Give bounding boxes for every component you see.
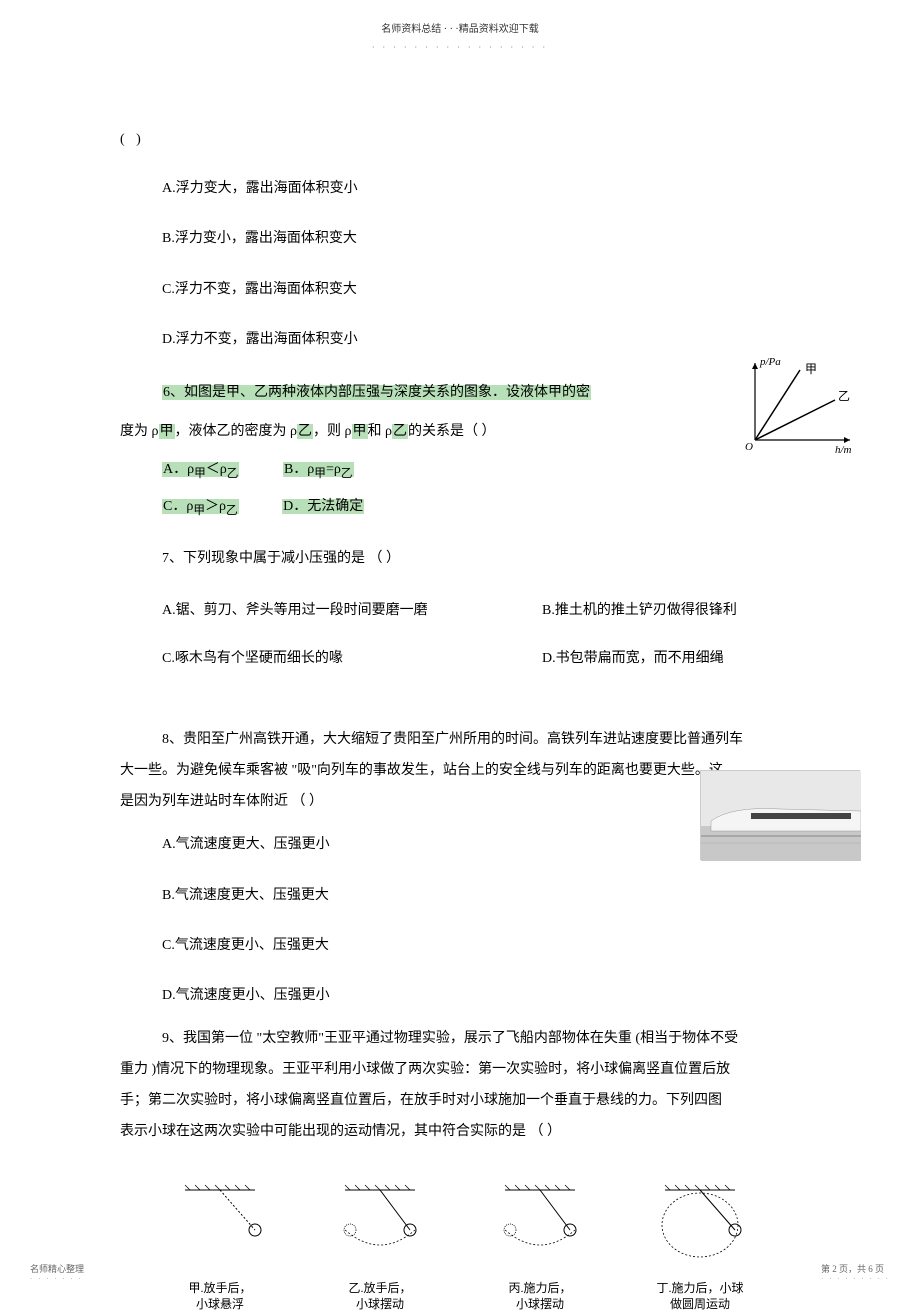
q8-option-d: D.气流速度更小、压强更小 xyxy=(162,985,800,1007)
q7-option-b: B.推土机的推土铲刃做得很锋利 xyxy=(542,599,800,619)
pendulum-4-svg xyxy=(635,1175,765,1275)
q6b-mid: =ρ xyxy=(326,462,341,477)
chart-line2-label: 乙 xyxy=(838,389,850,403)
footer-right-dots: · · · · · · · · · xyxy=(821,1275,890,1283)
q6b-s1: 甲 xyxy=(314,467,326,480)
q6a-s1: 甲 xyxy=(194,467,206,480)
pendulum-1-label: 甲.放手后， 小球悬浮 xyxy=(155,1280,285,1313)
q6-option-b: B．ρ甲=ρ乙 xyxy=(283,458,354,481)
q8-option-c: C.气流速度更小、压强更大 xyxy=(162,935,800,957)
pendulum-2-label: 乙.放手后， 小球摆动 xyxy=(315,1280,445,1313)
q6c-mid: ＞ρ xyxy=(205,499,226,514)
pendulum-3-svg xyxy=(475,1175,605,1275)
pendulum-4-label: 丁.施力后，小球 做圆周运动 xyxy=(635,1280,765,1313)
q7-text: 7、下列现象中属于减小压强的是 （ ） xyxy=(162,546,800,571)
footer-right: 第 2 页，共 6 页 · · · · · · · · · xyxy=(821,1262,890,1283)
blank-paren: ( ) xyxy=(120,132,145,147)
header-dots: · · · · · · · · · · · · · · · · · xyxy=(30,43,890,52)
main-content: ( ) A.浮力变大，露出海面体积变小 B.浮力变小，露出海面体积变大 C.浮力… xyxy=(30,132,890,1313)
chart-origin: O xyxy=(745,441,753,453)
q6-t2c: ，则 ρ xyxy=(313,424,352,439)
q7-option-a: A.锯、剪刀、斧头等用过一段时间要磨一磨 xyxy=(162,599,542,619)
pendulum-4: 丁.施力后，小球 做圆周运动 xyxy=(635,1175,765,1313)
footer-left-text: 名师精心整理 xyxy=(30,1262,84,1275)
paren-line: ( ) xyxy=(120,132,800,148)
q9-line4: 表示小球在这两次实验中可能出现的运动情况，其中符合实际的是 （ ） xyxy=(120,1119,800,1144)
q5-option-b: B.浮力变小，露出海面体积变大 xyxy=(162,228,800,250)
p1l1: 甲.放手后， xyxy=(155,1280,285,1297)
chart-svg: p/Pa h/m O 甲 乙 xyxy=(740,355,860,455)
q6c-s1: 甲 xyxy=(193,504,205,517)
q6a-mid: ＜ρ xyxy=(206,462,227,477)
pendulum-3-label: 丙.施力后， 小球摆动 xyxy=(475,1280,605,1313)
q6-text: 6、如图是甲、乙两种液体内部压强与深度关系的图象．设液体甲的密 xyxy=(162,380,800,405)
q6-t2b: ，液体乙的密度为 ρ xyxy=(175,424,298,439)
train-image xyxy=(700,770,860,860)
q6-hl1: 6、如图是甲、乙两种液体内部压强与深度关系的图象．设液体甲的密 xyxy=(162,385,591,400)
p1l2: 小球悬浮 xyxy=(155,1296,285,1313)
footer-right-text: 第 2 页，共 6 页 xyxy=(821,1262,890,1275)
q6-option-d: D．无法确定 xyxy=(282,495,364,515)
pendulum-1-svg xyxy=(155,1175,285,1275)
q6-options-row1: A．ρ甲＜ρ乙 B．ρ甲=ρ乙 xyxy=(162,458,800,481)
footer-left: 名师精心整理 · · · · · · · xyxy=(30,1262,84,1283)
q5-option-a: A.浮力变大，露出海面体积变小 xyxy=(162,178,800,200)
q7-row1: A.锯、剪刀、斧头等用过一段时间要磨一磨 B.推土机的推土铲刃做得很锋利 xyxy=(162,599,800,619)
q6c-s2: 乙 xyxy=(226,504,238,517)
q9-line3: 手；第二次实验时，将小球偏离竖直位置后，在放手时对小球施加一个垂直于悬线的力。下… xyxy=(120,1088,800,1113)
q5-option-d: D.浮力不变，露出海面体积变小 xyxy=(162,329,800,351)
q6-sub4: 乙 xyxy=(392,424,408,439)
pendulum-2-svg xyxy=(315,1175,445,1275)
p4l2: 做圆周运动 xyxy=(635,1296,765,1313)
q7-option-c: C.啄木鸟有个坚硬而细长的喙 xyxy=(162,647,542,667)
pendulum-3: 丙.施力后， 小球摆动 xyxy=(475,1175,605,1313)
p3l1: 丙.施力后， xyxy=(475,1280,605,1297)
q6-sub1: 甲 xyxy=(159,424,175,439)
q7-option-d: D.书包带扁而宽，而不用细绳 xyxy=(542,647,800,667)
q6b-pre: B．ρ xyxy=(284,462,314,477)
q8-option-b: B.气流速度更大、压强更大 xyxy=(162,885,800,907)
q6-option-a: A．ρ甲＜ρ乙 xyxy=(162,458,239,481)
pendulum-diagrams: 甲.放手后， 小球悬浮 乙.放手后， 小球摆动 xyxy=(120,1175,800,1313)
q8-line1: 8、贵阳至广州高铁开通，大大缩短了贵阳至广州所用的时间。高铁列车进站速度要比普通… xyxy=(162,727,800,752)
q6c-pre: C．ρ xyxy=(163,499,193,514)
p4l1: 丁.施力后，小球 xyxy=(635,1280,765,1297)
q6-text2: 度为 ρ甲，液体乙的密度为 ρ乙，则 ρ甲和 ρ乙的关系是（ ） xyxy=(120,419,800,444)
p2l1: 乙.放手后， xyxy=(315,1280,445,1297)
q6-sub3: 甲 xyxy=(352,424,368,439)
q6-options-row2: C．ρ甲＞ρ乙 D．无法确定 xyxy=(162,495,800,518)
q6-t2a: 度为 ρ xyxy=(120,424,159,439)
q6a-pre: A．ρ xyxy=(163,462,194,477)
chart-ylabel: p/Pa xyxy=(759,356,781,368)
page-header: 名师资料总结 · · ·精品资料欢迎下载 xyxy=(30,20,890,35)
chart-line1-label: 甲 xyxy=(805,362,817,376)
pendulum-2: 乙.放手后， 小球摆动 xyxy=(315,1175,445,1313)
pendulum-1: 甲.放手后， 小球悬浮 xyxy=(155,1175,285,1313)
q6-t2e: 的关系是（ ） xyxy=(408,424,496,439)
q9-line2: 重力 )情况下的物理现象。王亚平利用小球做了两次实验：第一次实验时，将小球偏离竖… xyxy=(120,1057,800,1082)
q8-line3: 是因为列车进站时车体附近 （ ） xyxy=(120,789,800,814)
pressure-depth-chart: p/Pa h/m O 甲 乙 xyxy=(740,355,860,455)
q8-line2: 大一些。为避免候车乘客被 "吸"向列车的事故发生，站台上的安全线与列车的距离也要… xyxy=(120,758,800,783)
q5-option-c: C.浮力不变，露出海面体积变大 xyxy=(162,279,800,301)
q6-option-c: C．ρ甲＞ρ乙 xyxy=(162,495,239,518)
p3l2: 小球摆动 xyxy=(475,1296,605,1313)
chart-xlabel: h/m xyxy=(835,444,852,455)
q7-row2: C.啄木鸟有个坚硬而细长的喙 D.书包带扁而宽，而不用细绳 xyxy=(162,647,800,667)
p2l2: 小球摆动 xyxy=(315,1296,445,1313)
q6b-s2: 乙 xyxy=(341,467,353,480)
q6d: D．无法确定 xyxy=(282,499,364,514)
footer-left-dots: · · · · · · · xyxy=(30,1275,84,1283)
q6-sub2: 乙 xyxy=(297,424,313,439)
q6-t2d: 和 ρ xyxy=(368,424,393,439)
q9-line1: 9、我国第一位 "太空教师"王亚平通过物理实验，展示了飞船内部物体在失重 (相当… xyxy=(162,1026,800,1051)
q6a-s2: 乙 xyxy=(227,467,239,480)
